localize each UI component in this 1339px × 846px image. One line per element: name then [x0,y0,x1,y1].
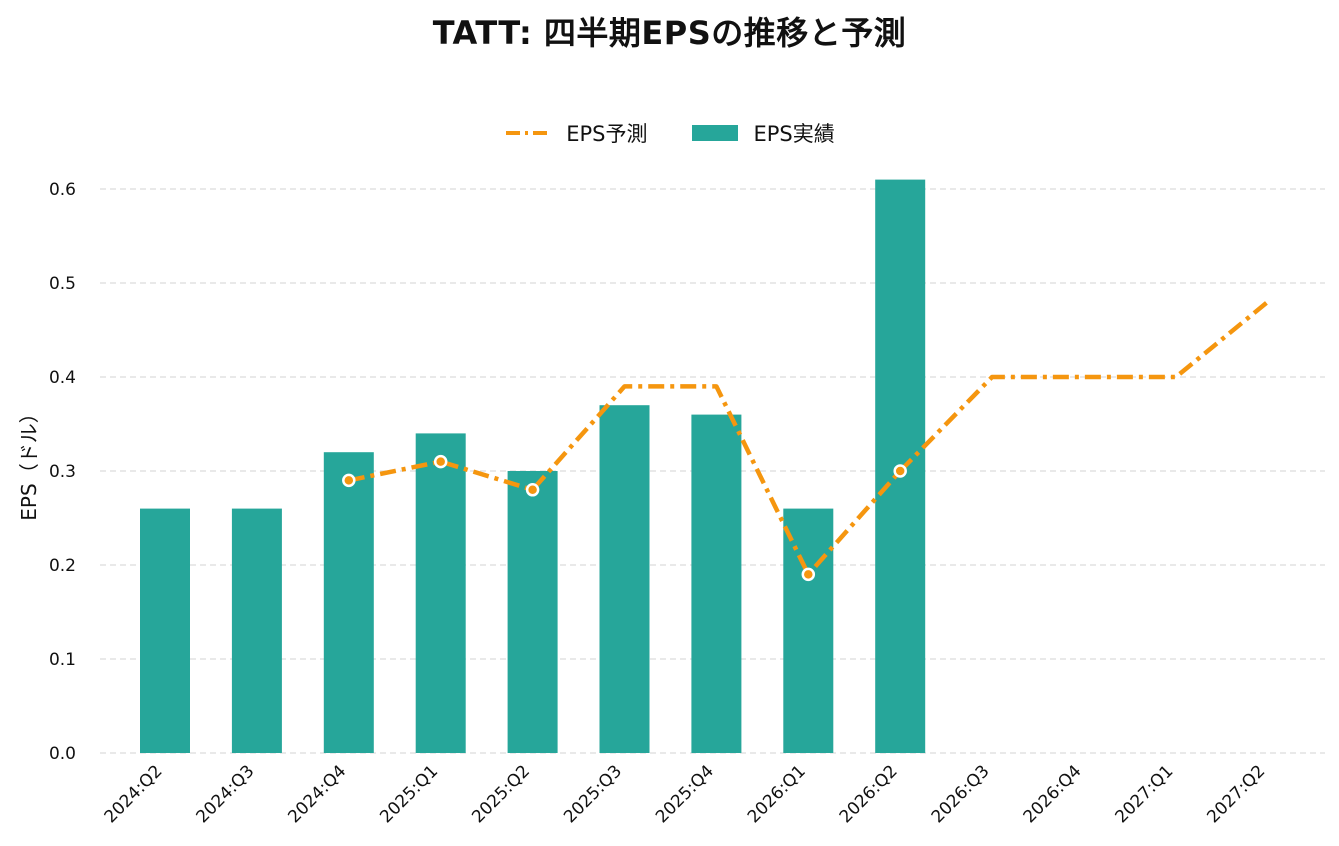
legend-label-forecast: EPS予測 [566,122,648,146]
x-axis-ticks: 2024:Q2 2024:Q3 2024:Q4 2025:Q1 2025:Q2 2025:… [101,761,1270,827]
bar [783,508,834,753]
bar [140,508,190,753]
x-tick-label: 2025:Q3 [560,761,626,827]
legend-swatch-actual [691,125,738,141]
legend-label-actual: EPS実績 [753,122,835,146]
forecast-point [433,454,448,469]
x-tick-label: 2024:Q2 [101,761,167,827]
chart-legend: EPS予測 EPS実績 [0,118,1339,148]
x-tick-label: 2026:Q2 [836,761,902,827]
y-tick-label: 0.0 [49,744,76,764]
y-tick-label: 0.3 [49,462,76,482]
x-tick-label: 2025:Q2 [468,761,534,827]
forecast-point [893,464,907,478]
y-tick-label: 0.4 [49,368,76,388]
y-axis-ticks: 0.0 0.1 0.2 0.3 0.4 0.5 0.6 [49,180,76,764]
x-tick-label: 2026:Q1 [744,761,810,827]
x-tick-label: 2026:Q4 [1020,761,1086,827]
legend-item-forecast: EPS予測 [504,118,648,148]
y-tick-label: 0.6 [49,180,76,200]
bar [415,433,466,753]
x-tick-label: 2024:Q3 [193,761,259,827]
x-tick-label: 2026:Q3 [928,761,994,827]
bar-series [140,179,926,754]
y-tick-label: 0.1 [49,650,76,670]
bar [231,508,282,753]
chart-title: TATT: 四半期EPSの推移と予測 [432,14,907,52]
legend-swatch-forecast [506,131,549,135]
x-tick-label: 2025:Q1 [376,761,442,827]
y-tick-label: 0.5 [49,274,76,294]
bar [323,452,374,753]
forecast-point [801,567,816,582]
y-tick-label: 0.2 [49,556,76,576]
y-axis-label: EPS（ドル） [17,403,41,520]
bar [507,471,558,753]
forecast-point [342,473,356,488]
bar [691,414,742,753]
x-tick-label: 2024:Q4 [284,761,350,827]
forecast-series [342,300,1270,582]
x-tick-label: 2027:Q2 [1203,761,1269,827]
x-tick-label: 2025:Q4 [652,761,718,827]
x-tick-label: 2027:Q1 [1112,761,1178,827]
bar [599,405,650,753]
forecast-point [525,483,540,497]
legend-item-actual: EPS実績 [691,118,835,148]
